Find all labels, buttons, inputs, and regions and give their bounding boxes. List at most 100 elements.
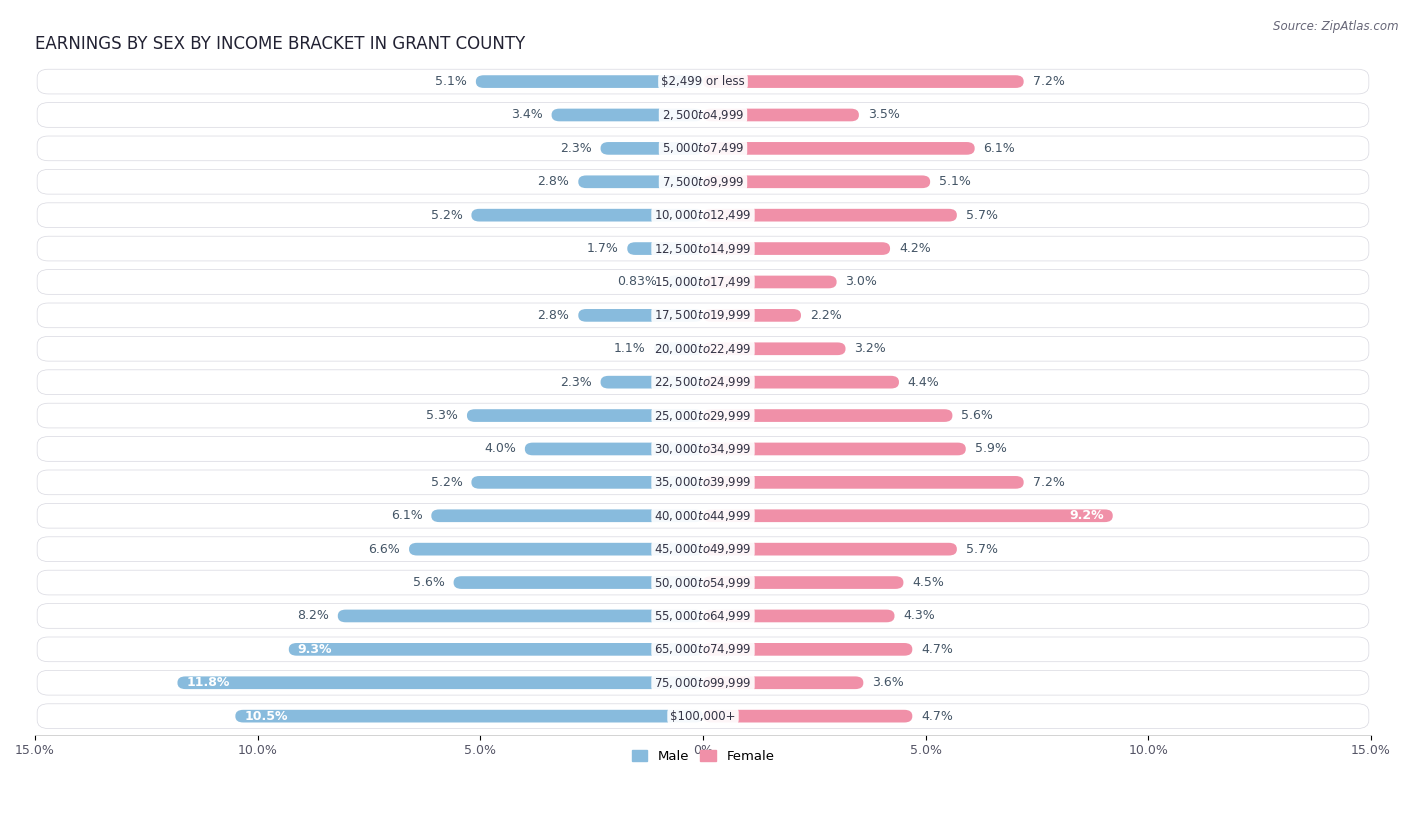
FancyBboxPatch shape — [600, 376, 703, 389]
Text: $30,000 to $34,999: $30,000 to $34,999 — [654, 442, 752, 456]
Text: 3.4%: 3.4% — [510, 108, 543, 121]
FancyBboxPatch shape — [703, 643, 912, 656]
FancyBboxPatch shape — [467, 409, 703, 422]
FancyBboxPatch shape — [37, 470, 1369, 495]
Text: 4.4%: 4.4% — [908, 376, 939, 389]
Text: 7.2%: 7.2% — [1032, 75, 1064, 88]
Text: 3.0%: 3.0% — [845, 276, 877, 289]
Text: EARNINGS BY SEX BY INCOME BRACKET IN GRANT COUNTY: EARNINGS BY SEX BY INCOME BRACKET IN GRA… — [35, 35, 526, 54]
FancyBboxPatch shape — [37, 437, 1369, 461]
FancyBboxPatch shape — [703, 342, 845, 355]
FancyBboxPatch shape — [703, 476, 1024, 489]
Text: 5.3%: 5.3% — [426, 409, 458, 422]
FancyBboxPatch shape — [524, 442, 703, 455]
Text: $2,500 to $4,999: $2,500 to $4,999 — [662, 108, 744, 122]
FancyBboxPatch shape — [703, 242, 890, 255]
Text: 5.1%: 5.1% — [434, 75, 467, 88]
Text: 5.7%: 5.7% — [966, 209, 998, 222]
Text: $35,000 to $39,999: $35,000 to $39,999 — [654, 476, 752, 489]
Text: 8.2%: 8.2% — [297, 610, 329, 623]
Text: 6.1%: 6.1% — [391, 509, 422, 522]
FancyBboxPatch shape — [703, 176, 931, 188]
Text: 1.1%: 1.1% — [613, 342, 645, 355]
FancyBboxPatch shape — [666, 276, 703, 289]
FancyBboxPatch shape — [454, 576, 703, 589]
Text: $55,000 to $64,999: $55,000 to $64,999 — [654, 609, 752, 623]
Text: 2.8%: 2.8% — [537, 176, 569, 189]
FancyBboxPatch shape — [627, 242, 703, 255]
Text: Source: ZipAtlas.com: Source: ZipAtlas.com — [1274, 20, 1399, 33]
Text: $5,000 to $7,499: $5,000 to $7,499 — [662, 141, 744, 155]
Text: 5.1%: 5.1% — [939, 176, 972, 189]
FancyBboxPatch shape — [703, 610, 894, 622]
Text: 3.5%: 3.5% — [868, 108, 900, 121]
Text: 2.8%: 2.8% — [537, 309, 569, 322]
Text: $50,000 to $54,999: $50,000 to $54,999 — [654, 576, 752, 589]
Text: 6.1%: 6.1% — [984, 142, 1015, 155]
Text: 7.2%: 7.2% — [1032, 476, 1064, 489]
Text: 3.2%: 3.2% — [855, 342, 886, 355]
Text: 10.5%: 10.5% — [245, 710, 288, 723]
FancyBboxPatch shape — [177, 676, 703, 689]
Text: $10,000 to $12,499: $10,000 to $12,499 — [654, 208, 752, 222]
Text: $2,499 or less: $2,499 or less — [661, 75, 745, 88]
Text: 5.2%: 5.2% — [430, 476, 463, 489]
Text: 5.2%: 5.2% — [430, 209, 463, 222]
FancyBboxPatch shape — [703, 142, 974, 154]
FancyBboxPatch shape — [703, 76, 1024, 88]
Text: $40,000 to $44,999: $40,000 to $44,999 — [654, 509, 752, 523]
FancyBboxPatch shape — [37, 102, 1369, 128]
FancyBboxPatch shape — [37, 603, 1369, 628]
Text: $20,000 to $22,499: $20,000 to $22,499 — [654, 341, 752, 356]
FancyBboxPatch shape — [432, 510, 703, 522]
FancyBboxPatch shape — [475, 76, 703, 88]
FancyBboxPatch shape — [471, 476, 703, 489]
FancyBboxPatch shape — [600, 142, 703, 154]
Text: $100,000+: $100,000+ — [671, 710, 735, 723]
Text: 4.3%: 4.3% — [904, 610, 935, 623]
FancyBboxPatch shape — [703, 276, 837, 289]
FancyBboxPatch shape — [578, 309, 703, 322]
FancyBboxPatch shape — [37, 403, 1369, 428]
FancyBboxPatch shape — [703, 576, 904, 589]
FancyBboxPatch shape — [37, 303, 1369, 328]
Text: 5.6%: 5.6% — [962, 409, 993, 422]
FancyBboxPatch shape — [37, 337, 1369, 361]
FancyBboxPatch shape — [703, 109, 859, 121]
FancyBboxPatch shape — [37, 237, 1369, 261]
Text: 9.2%: 9.2% — [1069, 509, 1104, 522]
Text: 2.2%: 2.2% — [810, 309, 842, 322]
FancyBboxPatch shape — [37, 69, 1369, 94]
Text: 9.3%: 9.3% — [298, 643, 332, 656]
Text: 5.6%: 5.6% — [413, 576, 444, 589]
FancyBboxPatch shape — [703, 409, 952, 422]
Text: $15,000 to $17,499: $15,000 to $17,499 — [654, 275, 752, 289]
Text: 4.5%: 4.5% — [912, 576, 945, 589]
Text: $75,000 to $99,999: $75,000 to $99,999 — [654, 676, 752, 689]
FancyBboxPatch shape — [409, 543, 703, 555]
Text: $7,500 to $9,999: $7,500 to $9,999 — [662, 175, 744, 189]
FancyBboxPatch shape — [703, 710, 912, 723]
FancyBboxPatch shape — [654, 342, 703, 355]
FancyBboxPatch shape — [37, 704, 1369, 728]
Text: 2.3%: 2.3% — [560, 376, 592, 389]
FancyBboxPatch shape — [235, 710, 703, 723]
Text: 4.7%: 4.7% — [921, 710, 953, 723]
Text: 2.3%: 2.3% — [560, 142, 592, 155]
Text: $22,500 to $24,999: $22,500 to $24,999 — [654, 375, 752, 389]
Text: 4.7%: 4.7% — [921, 643, 953, 656]
Text: 6.6%: 6.6% — [368, 542, 401, 555]
FancyBboxPatch shape — [37, 637, 1369, 662]
FancyBboxPatch shape — [703, 309, 801, 322]
FancyBboxPatch shape — [37, 370, 1369, 394]
FancyBboxPatch shape — [703, 676, 863, 689]
Text: 3.6%: 3.6% — [872, 676, 904, 689]
FancyBboxPatch shape — [471, 209, 703, 221]
Text: 5.9%: 5.9% — [974, 442, 1007, 455]
FancyBboxPatch shape — [37, 169, 1369, 194]
FancyBboxPatch shape — [703, 510, 1112, 522]
FancyBboxPatch shape — [37, 136, 1369, 161]
Text: $65,000 to $74,999: $65,000 to $74,999 — [654, 642, 752, 656]
FancyBboxPatch shape — [578, 176, 703, 188]
Text: 4.0%: 4.0% — [484, 442, 516, 455]
